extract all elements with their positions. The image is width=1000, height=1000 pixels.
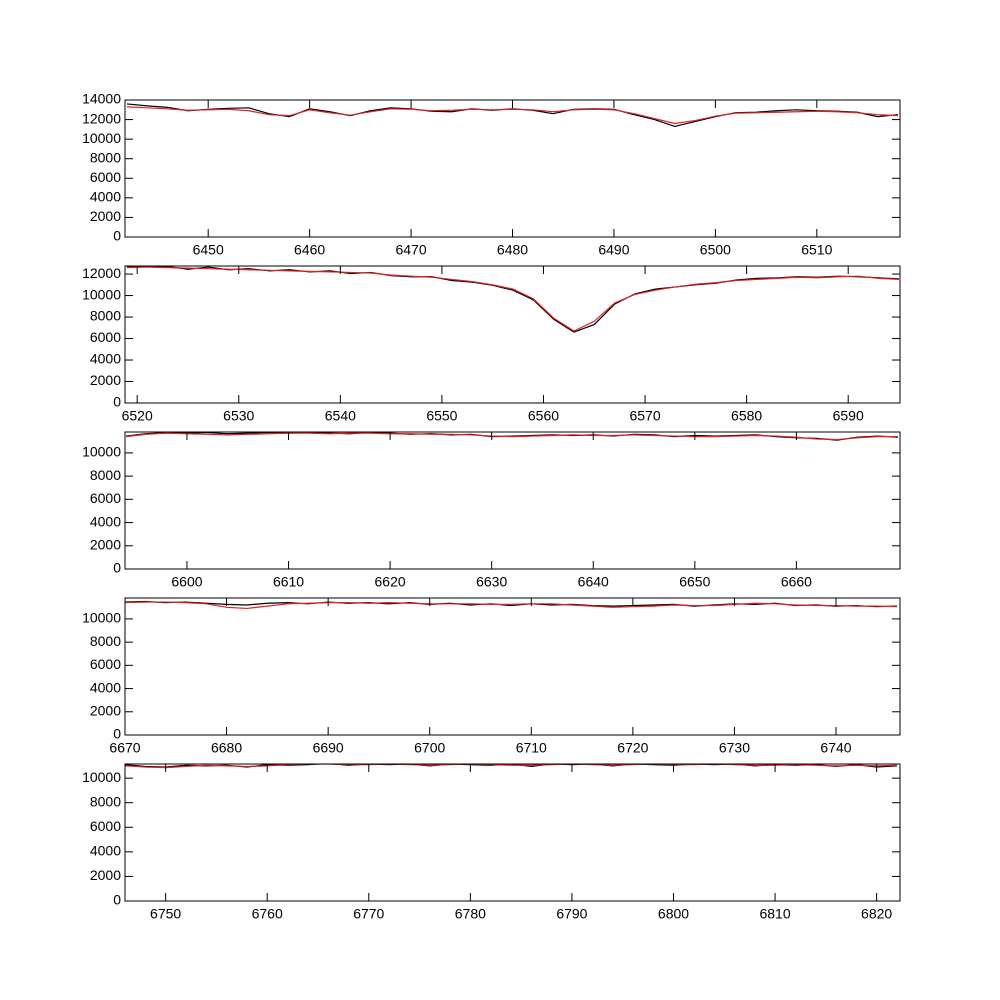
y-tick-label: 4000 <box>90 843 121 859</box>
x-tick-label: 6700 <box>414 740 445 756</box>
y-tick-label: 4000 <box>90 189 121 205</box>
x-tick-label: 6500 <box>700 242 731 258</box>
y-tick-label: 2000 <box>90 372 121 388</box>
y-tick-label: 6000 <box>90 490 121 506</box>
x-tick-label: 6460 <box>294 242 325 258</box>
x-tick-label: 6660 <box>781 574 812 590</box>
spectrum-line <box>125 764 897 769</box>
x-tick-label: 6510 <box>801 242 832 258</box>
y-tick-label: 0 <box>113 560 121 576</box>
x-tick-label: 6690 <box>313 740 344 756</box>
x-tick-label: 6570 <box>629 408 660 424</box>
panel: 6520 6530 6540 6550 6560 6570 6580 6590 0 2000 400… <box>82 265 901 424</box>
x-tick-label: 6710 <box>516 740 547 756</box>
y-tick-label: 4000 <box>90 513 121 529</box>
y-tick-label: 12000 <box>82 110 121 126</box>
x-tick-label: 6580 <box>731 408 762 424</box>
axes-frame <box>124 265 901 404</box>
x-tick-label: 6770 <box>353 906 384 922</box>
y-tick-label: 10000 <box>82 769 121 785</box>
y-tick-label: 10000 <box>82 286 121 302</box>
spectrum-line <box>125 601 897 610</box>
x-tick-label: 6520 <box>122 408 153 424</box>
x-tick-label: 6480 <box>497 242 528 258</box>
y-tick-label: 2000 <box>90 208 121 224</box>
x-tick-label: 6630 <box>476 574 507 590</box>
x-tick-label: 6820 <box>861 906 892 922</box>
x-tick-label: 6610 <box>273 574 304 590</box>
x-tick-label: 6560 <box>528 408 559 424</box>
y-tick-label: 12000 <box>82 265 121 281</box>
y-tick-label: 8000 <box>90 633 121 649</box>
x-tick-label: 6750 <box>150 906 181 922</box>
x-tick-label: 6790 <box>556 906 587 922</box>
x-tick-label: 6530 <box>223 408 254 424</box>
y-tick-label: 6000 <box>90 329 121 345</box>
y-tick-label: 8000 <box>90 467 121 483</box>
y-tick-label: 10000 <box>82 610 121 626</box>
panel: 6450 6460 6470 6480 6490 6500 6510 0 2000 4000 600… <box>82 91 901 258</box>
y-tick-label: 2000 <box>90 867 121 883</box>
x-tick-label: 6640 <box>578 574 609 590</box>
panel: 6600 6610 6620 6630 6640 6650 6660 0 2000 4000 600… <box>82 431 901 590</box>
y-tick-label: 0 <box>113 892 121 908</box>
x-tick-label: 6800 <box>658 906 689 922</box>
y-tick-label: 4000 <box>90 351 121 367</box>
x-tick-label: 6740 <box>820 740 851 756</box>
x-tick-label: 6810 <box>759 906 790 922</box>
x-tick-label: 6490 <box>598 242 629 258</box>
x-tick-label: 6650 <box>679 574 710 590</box>
x-tick-label: 6450 <box>193 242 224 258</box>
axes-frame <box>124 763 901 902</box>
y-tick-label: 0 <box>113 394 121 410</box>
x-tick-label: 6720 <box>617 740 648 756</box>
y-tick-label: 6000 <box>90 818 121 834</box>
y-tick-label: 10000 <box>82 444 121 460</box>
axes-frame <box>124 431 901 570</box>
panel: 6670 6680 6690 6700 6710 6720 6730 6740 0 2000 400… <box>82 597 901 756</box>
y-tick-label: 6000 <box>90 169 121 185</box>
y-tick-label: 2000 <box>90 702 121 718</box>
x-tick-label: 6730 <box>719 740 750 756</box>
y-tick-label: 14000 <box>82 91 121 107</box>
x-tick-label: 6470 <box>395 242 426 258</box>
spectrum-line <box>127 106 898 125</box>
y-tick-label: 6000 <box>90 656 121 672</box>
x-tick-label: 6780 <box>455 906 486 922</box>
x-tick-label: 6680 <box>211 740 242 756</box>
panel: 6750 6760 6770 6780 6790 6800 6810 6820 0 2000 400… <box>82 763 901 922</box>
x-tick-label: 6600 <box>171 574 202 590</box>
y-tick-label: 0 <box>113 726 121 742</box>
x-tick-label: 6670 <box>109 740 140 756</box>
y-tick-label: 8000 <box>90 308 121 324</box>
y-tick-label: 4000 <box>90 679 121 695</box>
x-tick-label: 6550 <box>426 408 457 424</box>
x-tick-label: 6590 <box>833 408 864 424</box>
y-tick-label: 8000 <box>90 149 121 165</box>
x-tick-label: 6760 <box>252 906 283 922</box>
y-tick-label: 0 <box>113 228 121 244</box>
y-tick-label: 8000 <box>90 793 121 809</box>
y-tick-label: 10000 <box>82 130 121 146</box>
spectrum-line <box>125 432 898 441</box>
y-tick-label: 2000 <box>90 536 121 552</box>
x-tick-label: 6620 <box>375 574 406 590</box>
spectrum-line <box>127 266 900 332</box>
x-tick-label: 6540 <box>325 408 356 424</box>
axes-frame <box>124 597 901 736</box>
